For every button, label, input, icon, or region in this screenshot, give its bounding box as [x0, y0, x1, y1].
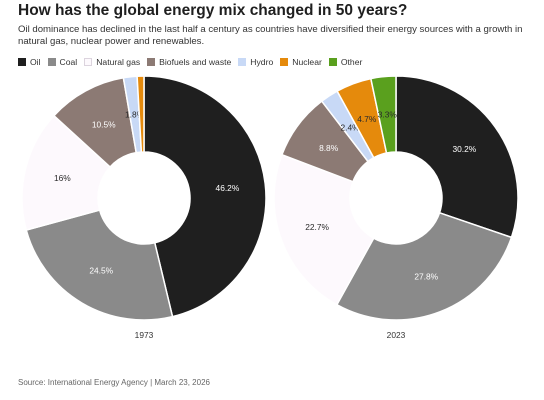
- legend-item-coal: Coal: [47, 56, 78, 67]
- legend-label-hydro: Hydro: [250, 56, 274, 67]
- slice-coal-2023: [335, 211, 513, 321]
- legend-item-nuclear: Nuclear: [280, 57, 322, 67]
- chart-title: How has the global energy mix changed in…: [18, 2, 408, 19]
- legend-swatch-biofuels: [147, 57, 156, 66]
- donut-charts: 46.2% 24.5% 16% 10.5% 1.8% 1973 30.2% 27.8% 22.7…: [21, 75, 519, 340]
- legend-item-oil: Oil: [18, 57, 41, 67]
- chart-subtitle: Oil dominance has declined in the last h…: [18, 24, 523, 47]
- source-note: Source: International Energy Agency | Ma…: [18, 378, 210, 387]
- donut-title-1973: 1973: [135, 330, 154, 340]
- legend-swatch-other: [328, 57, 337, 66]
- legend-swatch-coal: [47, 57, 56, 66]
- data-label-oil-2023: 30.2%: [452, 144, 476, 154]
- data-label-biofuels-and-waste-2023: 8.8%: [319, 143, 339, 153]
- slice-coal-1973: [25, 209, 174, 321]
- data-label-biofuels-and-waste-1973: 10.5%: [92, 119, 116, 129]
- data-label-hydro-2023: 2.4%: [341, 123, 361, 133]
- legend-item-other: Other: [328, 56, 363, 67]
- slice-other-2023: [369, 75, 397, 154]
- legend-label-oil: Oil: [30, 56, 41, 67]
- slice-oil-1973: [143, 75, 267, 318]
- legend-item-hydro: Hydro: [238, 57, 273, 67]
- data-label-natural-gas-1973: 16%: [54, 173, 71, 183]
- data-label-natural-gas-2023: 22.7%: [305, 222, 329, 232]
- data-label-nuclear-2023: 4.7%: [357, 114, 377, 124]
- data-label-coal-2023: 27.8%: [414, 271, 438, 281]
- donut-chart-2023: 30.2% 27.8% 22.7% 8.8%2.4%4.7% 3.3% 2023: [273, 75, 519, 340]
- data-label-coal-1973: 24.5%: [89, 265, 113, 275]
- legend-item-biofuels: Biofuels and waste: [147, 57, 231, 67]
- data-label-hydro-1973: 1.8%: [125, 110, 145, 120]
- legend-swatch-oil: [18, 57, 26, 66]
- legend-label-natural-gas: Natural gas: [96, 56, 141, 67]
- legend-item-natural-gas: Natural gas: [84, 57, 140, 67]
- donut-title-2023: 2023: [387, 330, 406, 340]
- legend-swatch-natural-gas: [84, 57, 93, 66]
- legend-swatch-hydro: [238, 57, 247, 66]
- slice-natural-gas-2023: [273, 153, 375, 306]
- legend-swatch-nuclear: [280, 57, 289, 66]
- legend: Oil Coal Natural gas Biofuels and waste …: [18, 56, 369, 67]
- slice-nuclear-1973: [136, 75, 145, 153]
- data-label-oil-1973: 46.2%: [216, 183, 240, 193]
- legend-label-nuclear: Nuclear: [292, 56, 322, 67]
- slice-natural-gas-1973: [21, 114, 112, 231]
- data-label-other-2023: 3.3%: [378, 109, 398, 119]
- legend-label-coal: Coal: [59, 56, 78, 67]
- legend-label-biofuels: Biofuels and waste: [159, 56, 232, 67]
- slice-oil-2023: [395, 75, 519, 239]
- legend-label-other: Other: [340, 56, 363, 67]
- donut-chart-1973: 46.2% 24.5% 16% 10.5% 1.8% 1973: [21, 75, 267, 340]
